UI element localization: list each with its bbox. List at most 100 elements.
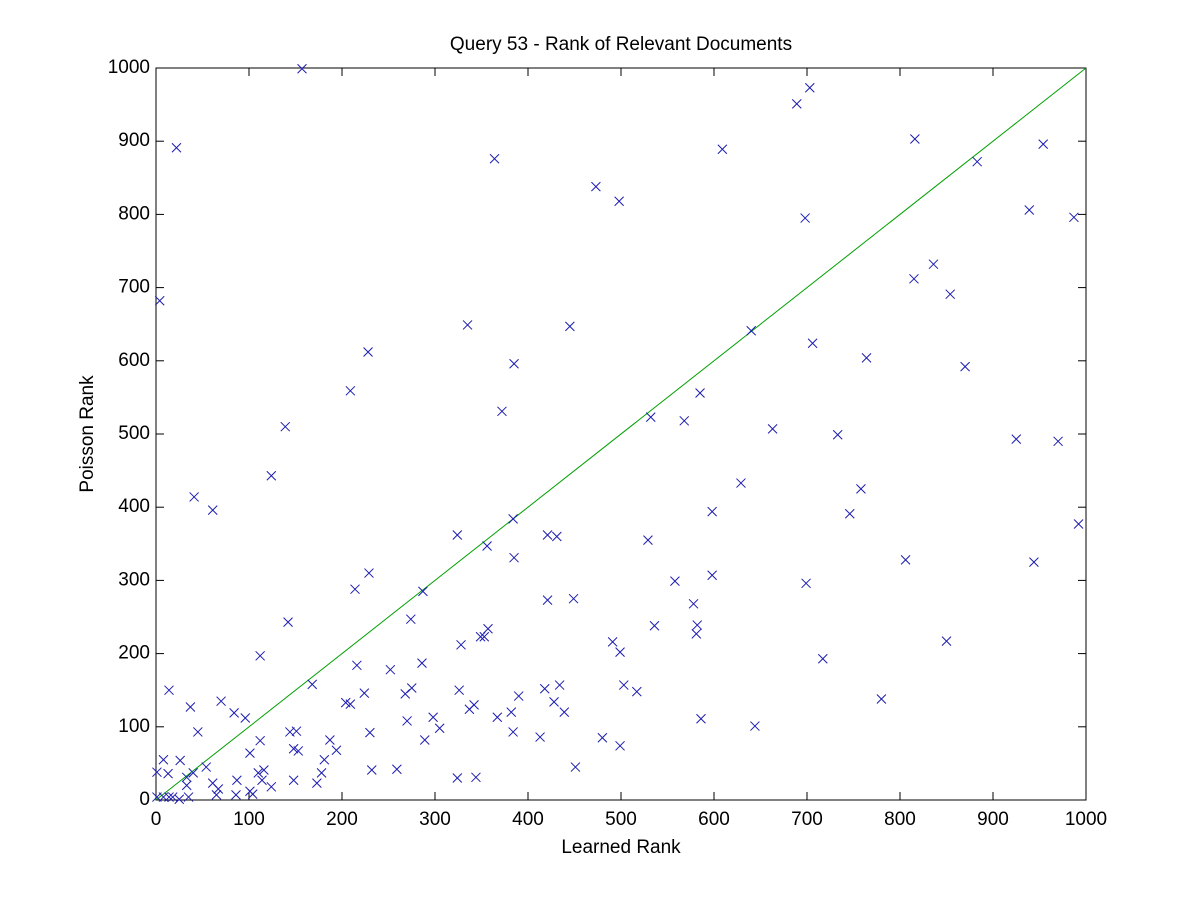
point bbox=[696, 713, 706, 724]
point bbox=[181, 780, 192, 791]
point bbox=[385, 664, 396, 675]
point bbox=[856, 484, 866, 494]
point bbox=[392, 764, 402, 775]
point bbox=[312, 778, 322, 789]
point bbox=[483, 623, 493, 634]
point bbox=[1011, 434, 1022, 444]
chart-title: Query 53 - Rank of Relevant Documents bbox=[450, 34, 792, 55]
point bbox=[216, 696, 226, 707]
point bbox=[188, 768, 199, 778]
point bbox=[288, 775, 299, 786]
point bbox=[456, 639, 466, 650]
point bbox=[454, 685, 465, 696]
point bbox=[631, 686, 642, 697]
point bbox=[283, 617, 293, 627]
point bbox=[293, 746, 304, 756]
y-tick-label: 1000 bbox=[108, 57, 150, 78]
point bbox=[255, 650, 266, 661]
point bbox=[900, 555, 911, 565]
point bbox=[158, 754, 169, 765]
x-tick-label: 900 bbox=[977, 809, 1009, 830]
point bbox=[231, 790, 241, 800]
x-tick-label: 700 bbox=[791, 809, 823, 830]
point bbox=[844, 508, 855, 519]
point bbox=[175, 755, 186, 766]
point bbox=[717, 144, 728, 155]
x-tick-label: 500 bbox=[605, 809, 637, 830]
x-tick-label: 600 bbox=[698, 809, 730, 830]
point bbox=[201, 762, 212, 772]
point bbox=[928, 259, 939, 270]
point bbox=[319, 754, 330, 765]
point bbox=[405, 614, 416, 625]
y-tick-label: 200 bbox=[118, 643, 150, 664]
x-tick-label: 1000 bbox=[1065, 809, 1107, 830]
point bbox=[508, 514, 518, 524]
point bbox=[707, 506, 717, 517]
point bbox=[452, 773, 463, 783]
point bbox=[189, 492, 199, 502]
point bbox=[402, 716, 412, 726]
y-tick-label: 600 bbox=[118, 350, 150, 371]
point bbox=[910, 134, 920, 144]
point bbox=[960, 361, 970, 372]
point bbox=[174, 794, 185, 805]
point bbox=[615, 740, 625, 751]
point bbox=[400, 689, 411, 699]
point bbox=[259, 765, 269, 775]
point bbox=[591, 181, 601, 192]
point bbox=[280, 421, 291, 432]
point bbox=[539, 683, 550, 694]
point bbox=[568, 593, 579, 604]
point bbox=[1073, 519, 1084, 529]
point bbox=[462, 320, 473, 330]
point bbox=[359, 688, 370, 698]
point bbox=[288, 743, 299, 754]
point bbox=[366, 765, 377, 775]
point bbox=[614, 196, 624, 207]
y-tick-label: 300 bbox=[118, 569, 150, 590]
point bbox=[564, 321, 575, 332]
point bbox=[365, 727, 375, 738]
y-tick-label: 100 bbox=[118, 716, 150, 737]
point bbox=[489, 153, 500, 164]
point bbox=[291, 726, 302, 737]
point bbox=[257, 775, 267, 786]
point bbox=[171, 142, 182, 153]
point bbox=[307, 679, 318, 690]
point bbox=[670, 576, 680, 586]
point bbox=[152, 767, 162, 778]
point bbox=[513, 691, 524, 701]
point bbox=[345, 385, 356, 396]
point bbox=[350, 584, 360, 595]
point bbox=[972, 156, 983, 167]
point bbox=[767, 424, 778, 434]
point bbox=[154, 295, 165, 306]
point bbox=[1038, 139, 1049, 149]
point bbox=[418, 586, 428, 597]
x-tick-label: 400 bbox=[512, 809, 544, 830]
point bbox=[945, 289, 956, 300]
point bbox=[691, 628, 702, 639]
point bbox=[482, 541, 492, 551]
point bbox=[207, 505, 218, 515]
x-tick-label: 0 bbox=[151, 809, 162, 830]
y-tick-label: 700 bbox=[118, 277, 150, 298]
point bbox=[240, 713, 251, 723]
point bbox=[211, 790, 222, 800]
point bbox=[183, 792, 194, 802]
point bbox=[232, 775, 242, 786]
point bbox=[475, 631, 486, 642]
x-axis-label: Learned Rank bbox=[561, 837, 681, 858]
point bbox=[649, 620, 660, 631]
point bbox=[750, 721, 760, 731]
point bbox=[363, 347, 373, 357]
point bbox=[559, 707, 570, 718]
y-tick-label: 900 bbox=[118, 130, 150, 151]
point bbox=[506, 707, 517, 718]
point bbox=[876, 694, 887, 704]
point bbox=[255, 735, 266, 746]
point bbox=[643, 535, 653, 545]
point bbox=[509, 552, 519, 563]
point bbox=[645, 412, 656, 423]
